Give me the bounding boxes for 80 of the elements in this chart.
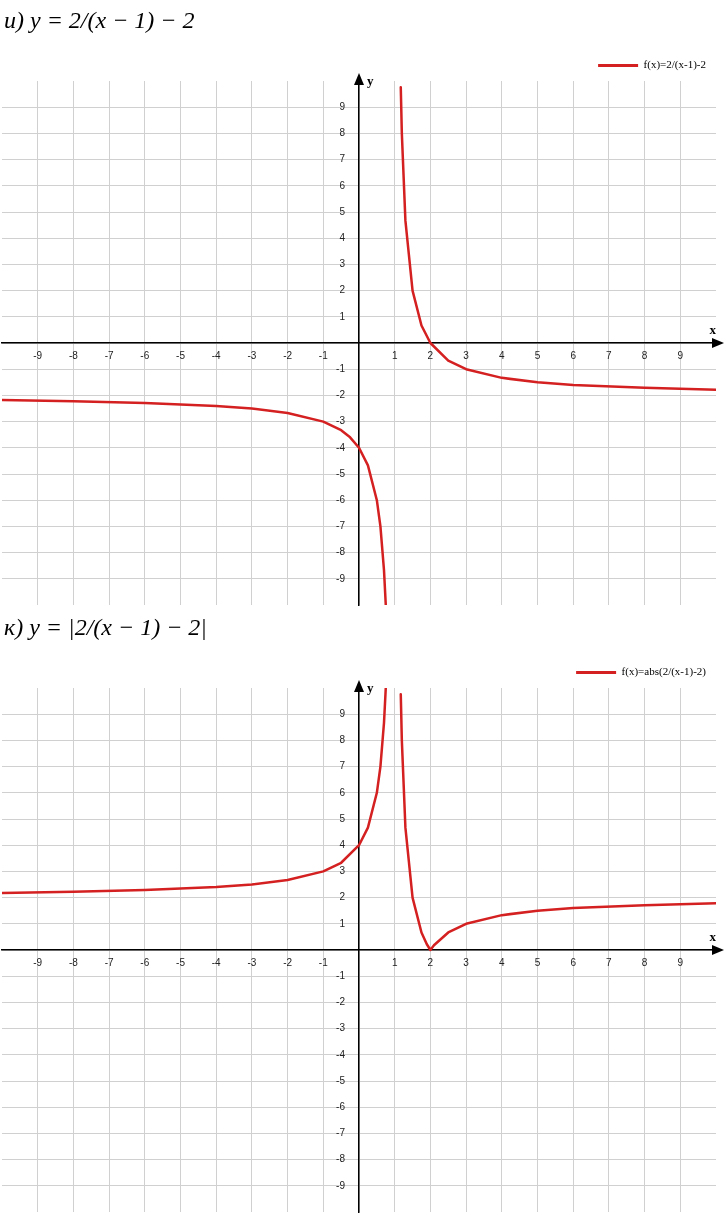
y-tick-label: 9 <box>339 100 346 112</box>
legend-label: f(x)=2/(x-1)-2 <box>643 58 706 72</box>
x-tick-label: -7 <box>104 349 114 361</box>
y-tick-label: -2 <box>336 389 346 401</box>
y-tick-label: 2 <box>339 284 346 296</box>
y-axis-title: y <box>367 72 374 88</box>
y-tick-label: -5 <box>336 467 346 479</box>
y-tick-label: -5 <box>336 1074 346 1086</box>
x-tick-label: -3 <box>247 349 257 361</box>
x-tick-label: 8 <box>641 956 648 968</box>
y-tick-label: 7 <box>339 153 346 165</box>
x-tick-label: -8 <box>68 956 79 968</box>
x-tick-label: 8 <box>641 349 648 361</box>
x-tick-label: -1 <box>318 956 329 968</box>
x-tick-label: -4 <box>211 956 222 968</box>
y-tick-label: -6 <box>336 1100 346 1112</box>
y-tick-label: 2 <box>339 891 346 903</box>
y-tick-label: -9 <box>336 572 346 584</box>
x-tick-label: -2 <box>283 349 293 361</box>
y-tick-label: -4 <box>336 1048 346 1060</box>
x-tick-label: 3 <box>463 956 470 968</box>
y-tick-label: -1 <box>336 969 346 981</box>
y-tick-label: -7 <box>336 520 346 532</box>
y-tick-label: 4 <box>339 838 346 850</box>
y-tick-label: -6 <box>336 493 346 505</box>
y-tick-label: 5 <box>339 205 346 217</box>
x-tick-label: 1 <box>391 956 398 968</box>
y-tick-label: -3 <box>336 415 346 427</box>
x-tick-label: 9 <box>677 349 684 361</box>
x-tick-label: 1 <box>391 349 398 361</box>
legend-label: f(x)=abs(2/(x-1)-2) <box>621 665 707 679</box>
y-tick-label: -4 <box>336 441 346 453</box>
x-tick-label: -9 <box>33 349 43 361</box>
x-tick-label: 5 <box>534 956 541 968</box>
x-tick-label: 6 <box>570 349 577 361</box>
x-tick-label: 4 <box>499 956 506 968</box>
y-tick-label: 8 <box>339 127 346 139</box>
x-tick-label: 5 <box>534 349 541 361</box>
x-tick-label: -2 <box>283 956 293 968</box>
y-tick-label: 9 <box>339 707 346 719</box>
y-tick-label: 4 <box>339 231 346 243</box>
x-tick-label: 3 <box>463 349 470 361</box>
x-tick-label: 9 <box>677 956 684 968</box>
x-axis-title: x <box>709 928 717 944</box>
chart-title: к) y = |2/(x − 1) − 2| <box>3 613 208 642</box>
x-tick-label: -1 <box>318 349 329 361</box>
x-tick-label: 4 <box>499 349 506 361</box>
y-tick-label: 3 <box>339 258 346 270</box>
y-tick-label: 5 <box>339 812 346 824</box>
y-tick-label: 3 <box>339 865 346 877</box>
y-tick-label: 8 <box>339 734 346 746</box>
y-tick-label: -8 <box>336 1153 346 1165</box>
x-tick-label: -5 <box>176 349 186 361</box>
y-tick-label: 6 <box>339 179 346 191</box>
x-tick-label: 7 <box>606 349 613 361</box>
x-tick-label: -7 <box>104 956 114 968</box>
y-tick-label: -8 <box>336 546 346 558</box>
y-tick-label: 7 <box>339 760 346 772</box>
x-tick-label: -5 <box>176 956 186 968</box>
y-tick-label: -2 <box>336 996 346 1008</box>
y-tick-label: -1 <box>336 362 346 374</box>
x-tick-label: 6 <box>570 956 577 968</box>
x-tick-label: 2 <box>427 956 434 968</box>
y-tick-label: -3 <box>336 1022 346 1034</box>
chart-title: и) y = 2/(x − 1) − 2 <box>3 6 196 35</box>
x-tick-label: -9 <box>33 956 43 968</box>
x-tick-label: -6 <box>140 349 150 361</box>
y-tick-label: 1 <box>339 310 346 322</box>
y-tick-label: 6 <box>339 786 346 798</box>
x-tick-label: 7 <box>606 956 613 968</box>
x-tick-label: -3 <box>247 956 257 968</box>
y-tick-label: -9 <box>336 1179 346 1191</box>
x-tick-label: -4 <box>211 349 222 361</box>
y-axis-title: y <box>367 679 374 695</box>
x-tick-label: -8 <box>68 349 79 361</box>
x-tick-label: 2 <box>427 349 434 361</box>
x-axis-title: x <box>709 321 717 337</box>
x-tick-label: -6 <box>140 956 150 968</box>
y-tick-label: 1 <box>339 917 346 929</box>
y-tick-label: -7 <box>336 1127 346 1139</box>
